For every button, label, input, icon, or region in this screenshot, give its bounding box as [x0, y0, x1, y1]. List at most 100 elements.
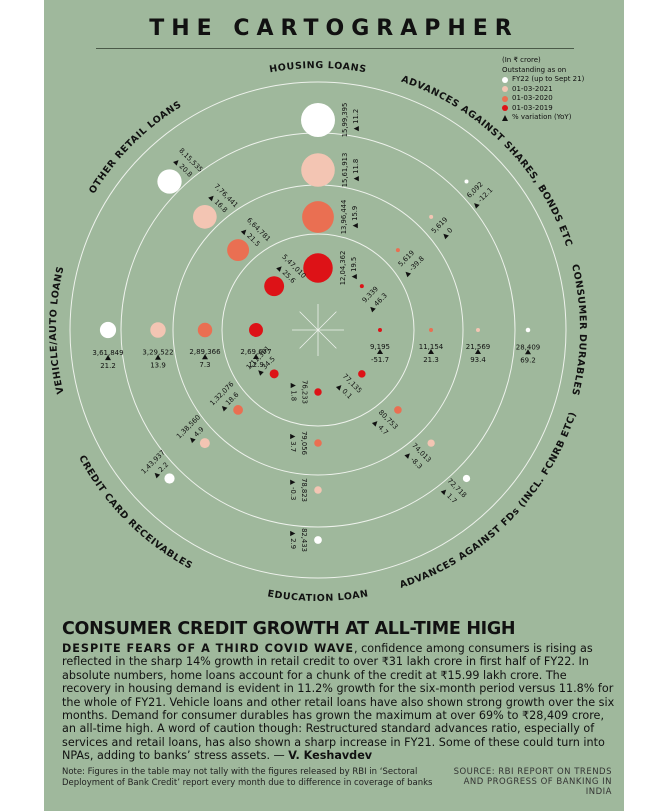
triangle-icon: [428, 349, 434, 354]
legend-unit: (In ₹ crore): [502, 56, 541, 64]
value-label-group: 6,092▲ -12.1: [465, 180, 494, 209]
legend-label: 01-03-2020: [512, 94, 553, 102]
yoy-label: 13.9: [150, 362, 166, 370]
value-label-group: 5,619▲ -39.8: [397, 249, 426, 278]
triangle-icon: [475, 349, 481, 354]
category-label: EDUCATION LOAN: [267, 588, 370, 604]
yoy-label: -51.7: [371, 356, 389, 364]
value-label: 11,154: [419, 343, 444, 351]
value-label: 13,96,444: [340, 200, 348, 235]
legend-label: FY22 (up to Sept 21): [512, 75, 585, 83]
value-label: 3,29,522: [142, 349, 173, 357]
bubble: [394, 406, 402, 414]
yoy-label: ▲ 3.7: [289, 434, 297, 452]
bubble: [164, 473, 175, 484]
bubble: [429, 328, 433, 332]
value-label: 2,89,366: [189, 348, 221, 356]
yoy-label: ▲ 0: [440, 226, 454, 240]
bubble: [359, 284, 364, 289]
article-lead: DESPITE FEARS OF A THIRD COVID WAVE: [62, 642, 355, 655]
legend-item: 01-03-2020: [502, 94, 584, 104]
bubble: [199, 438, 210, 449]
legend: (In ₹ crore) Outstanding as on FY22 (up …: [502, 56, 584, 123]
bubble: [314, 388, 322, 396]
value-label-group: 5,619▲ 0: [430, 216, 454, 240]
bubble: [314, 486, 322, 494]
value-label: 15,99,395: [341, 103, 349, 138]
ring: [221, 233, 415, 427]
category-label: HOUSING LOANS: [269, 60, 368, 75]
triangle-icon: [525, 349, 531, 355]
value-label: 2,69,677: [240, 348, 271, 356]
headline: CONSUMER CREDIT GROWTH AT ALL-TIME HIGH: [62, 619, 516, 639]
value-label-group: 15,99,395 ▲ 11.2: [341, 103, 360, 138]
category-label-text: HOUSING LOANS: [269, 60, 367, 75]
bubble: [303, 253, 333, 283]
triangle-icon: [155, 354, 161, 360]
legend-outstanding-label: Outstanding as on: [502, 65, 567, 74]
legend-swatch: [502, 95, 508, 102]
category-label-text: VEHICLE/AUTO LOANS: [48, 265, 66, 395]
yoy-label: 7.3: [199, 361, 210, 369]
legend-label: % variation (YoY): [512, 113, 572, 121]
category-label-text: ADVANCES AGAINST FDs (INCL. FCNRB ETC): [398, 410, 578, 591]
value-label: 9,195: [370, 343, 390, 351]
ring: [69, 81, 567, 579]
bubble: [476, 328, 480, 332]
value-label: 82,433: [300, 528, 308, 552]
legend-item: FY22 (up to Sept 21): [502, 75, 584, 85]
value-label: 28,409: [516, 343, 541, 351]
legend-label: 01-03-2019: [512, 103, 553, 112]
masthead-rule: [96, 48, 574, 49]
value-label: 15,61,913: [341, 153, 349, 188]
value-label-group: 15,61,913 ▲ 11.8: [341, 153, 360, 188]
bubble: [150, 322, 166, 338]
value-label-group: 82,433▲ 2.9: [289, 528, 308, 552]
source-credit: SOURCE: RBI REPORT ON TRENDS AND PROGRES…: [453, 767, 612, 797]
masthead: THE CARTOGRAPHER: [149, 16, 519, 41]
bubble: [249, 323, 263, 337]
triangle-icon: [377, 349, 383, 354]
bubble: [462, 474, 471, 483]
byline: V. Keshavdev: [288, 749, 373, 763]
value-label: 12,04,362: [339, 251, 347, 286]
bubble: [525, 327, 531, 333]
bubble: [269, 369, 279, 379]
bubble: [429, 214, 434, 219]
value-label-group: 79,056▲ 3.7: [289, 431, 308, 455]
legend-label: 01-03-2021: [512, 84, 553, 93]
value-label: 3,61,849: [92, 349, 123, 357]
value-label-group: 9,339▲ 46.3: [361, 285, 389, 313]
bubble: [427, 439, 435, 447]
category-label-text: EDUCATION LOAN: [267, 588, 369, 604]
bubble: [301, 153, 335, 187]
legend-item: 01-03-2019: [502, 104, 584, 114]
yoy-label: 69.2: [520, 356, 536, 364]
bubble: [314, 536, 322, 544]
category-label: CONSUMER DURABLES: [569, 263, 588, 397]
yoy-label: ▲ 19.5: [350, 257, 358, 280]
yoy-label: ▲ -0.3: [289, 480, 297, 501]
bubble: [464, 179, 469, 184]
bubble: [358, 370, 366, 378]
legend-swatch: [502, 105, 508, 112]
bubble: [99, 321, 117, 339]
category-label: VEHICLE/AUTO LOANS: [48, 265, 67, 395]
yoy-label: ▲ 11.2: [352, 109, 360, 132]
value-label: 76,233: [300, 380, 308, 404]
bubble: [233, 405, 243, 415]
yoy-label: ▲ 15.9: [351, 206, 359, 229]
yoy-label: ▲ 2.9: [289, 531, 297, 549]
center-star-line: [299, 311, 337, 349]
legend-swatch: [502, 76, 508, 83]
legend-item: % variation (YoY): [502, 113, 584, 123]
category-label: ADVANCES AGAINST FDs (INCL. FCNRB ETC): [398, 410, 579, 591]
yoy-label: 21.3: [423, 356, 439, 364]
category-label-text: CREDIT CARD RECEIVABLES: [76, 454, 194, 572]
triangle-icon: [105, 355, 111, 361]
bubble: [227, 239, 250, 262]
value-label-group: 78,823▲ -0.3: [289, 478, 308, 502]
yoy-label: ▲ 11.8: [352, 159, 360, 182]
triangle-icon: [502, 114, 508, 121]
